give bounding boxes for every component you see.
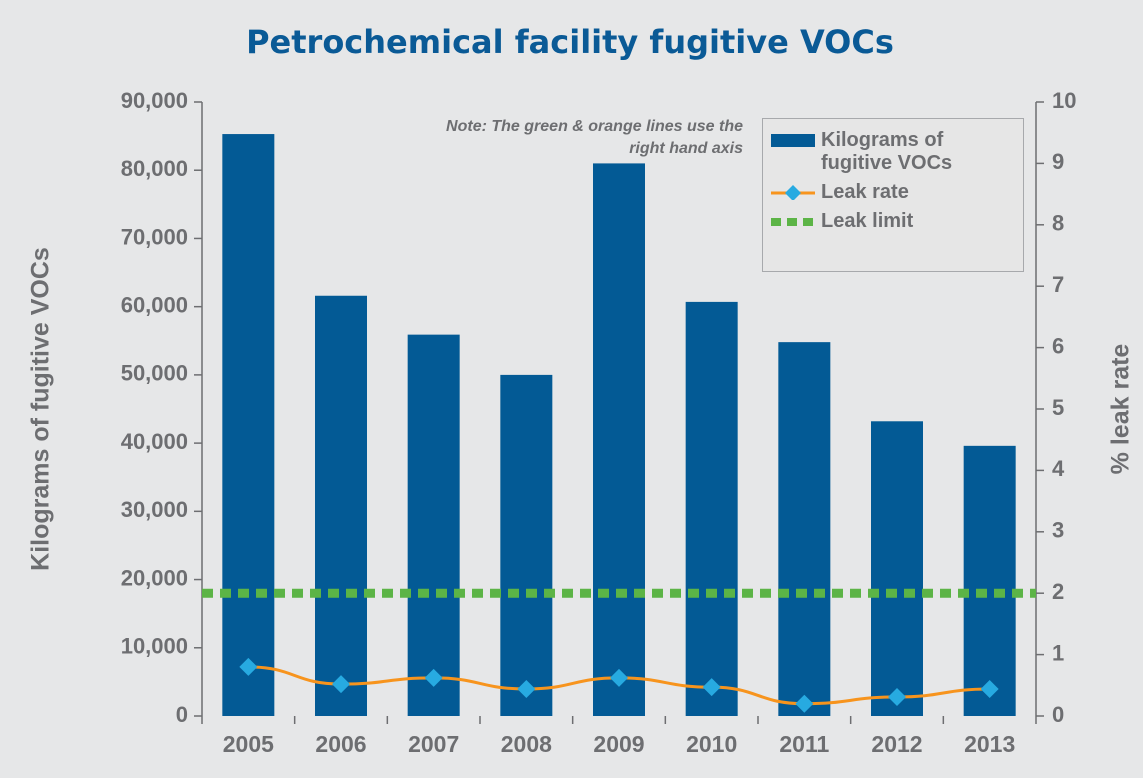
y-tick-label: 0 [176,702,188,727]
marker [517,679,536,698]
chart-title: Petrochemical facility fugitive VOCs [246,23,894,61]
legend-label: Kilograms of fugitive VOCs [821,129,953,174]
x-tick-label: 2007 [408,731,459,757]
y-tick-label: 90,000 [121,88,188,113]
legend-swatch [771,185,815,200]
bar [778,342,831,716]
y2-tick-label: 1 [1052,640,1064,665]
y-tick-label: 30,000 [121,497,188,522]
x-tick-label: 2005 [223,731,274,757]
legend-label: Leak limit [821,210,914,232]
legend-swatch [771,218,815,226]
y2-axis-label: % leak rate [1107,344,1135,475]
x-tick-label: 2006 [315,731,366,757]
marker [702,678,721,697]
y-tick-label: 20,000 [121,565,188,590]
swatch-marker [785,185,801,200]
marker [424,668,443,687]
bar [500,374,553,716]
bar [407,334,460,716]
legend-swatch [771,134,815,147]
y2-tick-label: 7 [1052,272,1064,297]
legend-label: Leak rate [821,181,909,203]
legend-item: Kilograms of fugitive VOCs [771,129,1015,175]
bar [963,445,1016,716]
y2-tick-label: 4 [1052,456,1065,481]
x-tick-label: 2011 [779,731,829,757]
legend: Kilograms of fugitive VOCs Leak rate Leak … [762,118,1024,272]
bar [593,163,645,716]
y2-tick-label: 2 [1052,579,1064,604]
y2-tick-label: 3 [1052,518,1064,543]
y2-tick-label: 5 [1052,395,1064,420]
x-tick-label: 2008 [501,731,552,757]
bar [871,421,923,716]
annotation: Note: The green & orange lines use the r… [446,118,743,157]
y-tick-label: 40,000 [121,429,188,454]
y2-tick-label: 6 [1052,333,1064,358]
bar [685,301,738,716]
legend-item: Leak rate [771,181,1015,204]
y-tick-label: 60,000 [121,292,188,317]
swatch [771,134,815,147]
x-tick-label: 2010 [686,731,737,757]
y2-tick-label: 10 [1052,88,1076,113]
x-tick-label: 2013 [964,731,1015,757]
y2-tick-label: 8 [1052,211,1064,236]
x-tick-label: 2009 [593,731,644,757]
legend-item: Leak limit [771,210,1015,233]
y2-tick-label: 9 [1052,149,1064,174]
x-tick-label: 2012 [871,731,922,757]
y-tick-label: 10,000 [121,634,188,659]
y-tick-label: 50,000 [121,361,188,386]
y-tick-label: 80,000 [121,156,188,181]
marker [332,675,350,694]
marker [980,679,999,698]
marker [795,694,814,713]
marker [888,687,906,706]
bar [315,295,367,716]
y-tick-label: 70,000 [121,224,188,249]
y2-tick-label: 0 [1052,702,1064,727]
y-axis-label: Kilograms of fugitive VOCs [27,247,55,571]
marker [610,668,628,687]
bar [222,134,275,716]
marker [239,657,258,676]
